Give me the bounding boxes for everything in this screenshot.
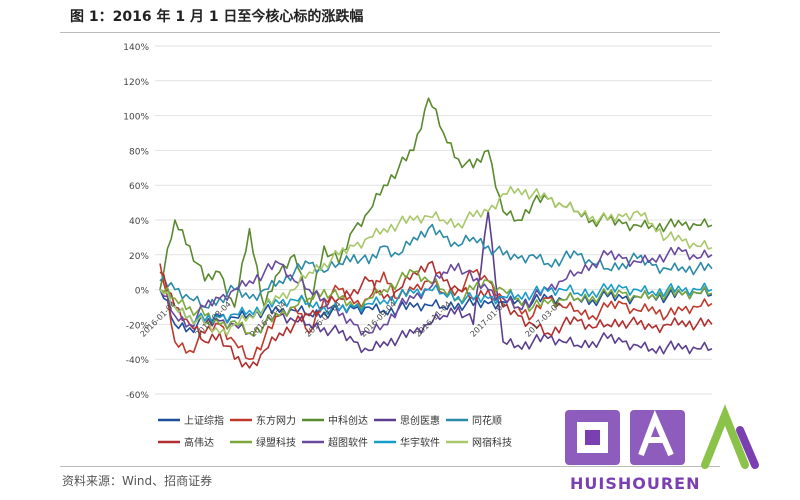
legend-label: 华宇软件: [400, 436, 440, 449]
legend-label: 中科创达: [328, 414, 368, 427]
series-line: [159, 260, 713, 369]
source-divider: [60, 466, 720, 467]
legend-item: 绿盟科技: [230, 436, 296, 449]
legend-label: 绿盟科技: [256, 436, 296, 449]
series-line: [159, 223, 713, 309]
line-chart: -60% -40% -20% 0% 20% 40% 60% 80% 100% 120% 140%20…: [123, 43, 713, 449]
legend-label: 上证综指: [184, 414, 224, 427]
y-tick-label: -40%: [126, 356, 150, 366]
grid: -60% -40% -20% 0% 20% 40% 60% 80% 100% 120% 140%: [123, 43, 712, 401]
legend-label: 网宿科技: [472, 436, 512, 449]
y-tick-label: -20%: [126, 321, 150, 331]
y-tick-label: 140%: [123, 43, 149, 53]
y-tick-label: 100%: [123, 113, 149, 123]
legend-label: 高伟达: [184, 436, 214, 449]
source-note: 资料来源：Wind、招商证券: [62, 474, 213, 488]
chart-panel: -60% -40% -20% 0% 20% 40% 60% 80% 100% 120% 140% 20…: [60, 34, 720, 458]
legend-label: 同花顺: [472, 414, 502, 427]
series-line: [159, 268, 713, 337]
title-divider: [60, 32, 720, 33]
legend-item: 东方网力: [230, 414, 296, 427]
page-title: 图 1：2016 年 1 月 1 日至今核心标的涨跌幅: [70, 9, 364, 25]
legend-item: 网宿科技: [446, 436, 512, 449]
y-tick-label: 20%: [129, 252, 149, 262]
legend-item: 上证综指: [158, 414, 224, 427]
series-line: [159, 97, 713, 308]
watermark-logo: [565, 404, 759, 469]
legend-item: 思创医惠: [374, 414, 440, 427]
y-tick-label: 60%: [129, 182, 149, 192]
legend-label: 超图软件: [328, 436, 368, 449]
legend-item: 华宇软件: [374, 436, 440, 449]
y-tick-label: 120%: [123, 78, 149, 88]
legend-item: 高伟达: [158, 436, 214, 449]
y-tick-label: -60%: [126, 391, 150, 401]
legend-item: 中科创达: [302, 414, 368, 427]
series-line: [159, 185, 713, 336]
legend-item: 同花顺: [446, 414, 502, 427]
series-line: [159, 246, 713, 336]
y-tick-label: 0%: [135, 287, 150, 297]
y-tick-label: 80%: [129, 147, 149, 157]
watermark-text: HUISHOUREN: [570, 474, 701, 493]
legend-item: 超图软件: [302, 436, 368, 449]
series-line: [159, 282, 713, 325]
series-lines: [159, 97, 713, 369]
legend-label: 东方网力: [256, 414, 296, 427]
y-tick-label: 40%: [129, 217, 149, 227]
legend-label: 思创医惠: [400, 414, 440, 427]
